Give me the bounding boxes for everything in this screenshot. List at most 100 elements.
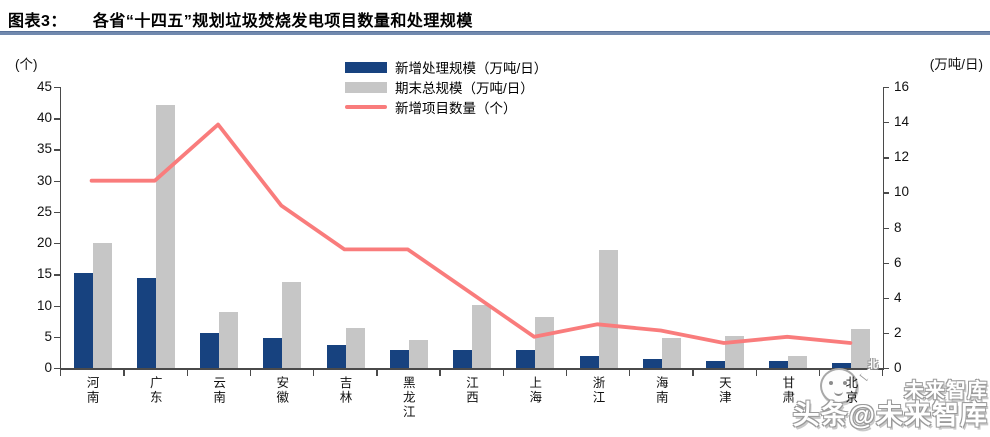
bar-new-capacity [136, 278, 156, 368]
bar-total-capacity [345, 327, 365, 368]
right-axis-tick [883, 157, 889, 159]
x-axis-label: 吉林 [337, 376, 352, 405]
bar-new-capacity [769, 361, 789, 368]
left-axis-tick [54, 305, 60, 307]
x-axis-tick [312, 370, 315, 376]
left-axis-tick-label: 45 [36, 79, 52, 94]
legend: 新增处理规模（万吨/日） 期末总规模（万吨/日） 新增项目数量（个） [345, 57, 547, 117]
bar-new-capacity [705, 361, 725, 368]
bar-total-capacity [788, 355, 808, 368]
left-axis-tick-label: 10 [36, 297, 52, 313]
left-axis-tick [54, 87, 60, 89]
right-axis-tick-label: 2 [894, 324, 902, 340]
title-divider [0, 31, 990, 35]
bar-new-capacity [326, 345, 346, 368]
x-axis-label: 甘肃 [780, 376, 795, 405]
x-axis-tick [60, 370, 62, 376]
left-axis-tick [54, 149, 60, 151]
right-axis-tick-label: 10 [894, 184, 910, 200]
bar-total-capacity [155, 104, 175, 368]
right-axis-tick [883, 192, 889, 194]
x-axis-label: 河南 [84, 376, 99, 405]
x-axis-tick [502, 370, 504, 376]
legend-label: 期末总规模（万吨/日） [395, 81, 534, 96]
bar-new-capacity [263, 338, 283, 368]
right-axis-tick [883, 227, 889, 229]
left-axis-tick [54, 118, 60, 120]
bar-total-capacity [282, 281, 302, 368]
bar-total-capacity [535, 317, 555, 368]
left-axis-unit: (个) [15, 57, 38, 72]
bar-new-capacity [200, 332, 220, 368]
x-axis-label: 上海 [527, 376, 542, 405]
bar-total-capacity [598, 250, 618, 368]
x-axis-label: 安徽 [274, 376, 289, 405]
legend-swatch-red-line [345, 105, 387, 109]
legend-swatch-gray-bar [345, 81, 387, 93]
x-axis-tick [249, 370, 252, 376]
right-axis-tick [883, 332, 889, 335]
legend-swatch-blue-bar [345, 61, 387, 73]
x-axis-tick [755, 370, 757, 376]
x-axis-label: 浙江 [590, 376, 605, 405]
legend-item-new-projects: 新增项目数量（个） [345, 97, 547, 117]
right-axis-tick-label: 0 [894, 360, 902, 375]
right-axis-tick-label: 16 [894, 79, 910, 94]
x-axis-tick [565, 370, 568, 376]
bar-total-capacity [219, 311, 239, 368]
right-axis-tick-label: 8 [894, 219, 902, 235]
bar-new-capacity [516, 350, 536, 368]
left-axis-tick-label: 40 [36, 110, 52, 126]
left-axis-tick [54, 274, 60, 276]
x-axis-label: 北京 [843, 376, 858, 405]
bar-total-capacity [472, 304, 491, 368]
legend-label: 新增项目数量（个） [395, 101, 517, 116]
figure-number: 图表3： [8, 13, 67, 30]
left-axis-tick-label: 25 [36, 203, 52, 219]
plot-area [60, 87, 884, 370]
x-axis-tick [629, 370, 631, 376]
bar-new-capacity [73, 273, 93, 368]
left-axis-tick-label: 5 [44, 328, 52, 344]
right-axis-tick-label: 14 [894, 114, 910, 130]
x-axis-label: 江西 [464, 376, 478, 405]
left-axis-tick [54, 243, 60, 245]
left-axis-tick [54, 211, 60, 214]
right-axis-unit: (万吨/日) [929, 57, 983, 72]
left-axis-tick-label: 35 [36, 141, 52, 157]
right-axis-tick [883, 87, 889, 89]
bar-total-capacity [408, 339, 428, 368]
bar-total-capacity [851, 329, 871, 368]
right-axis-tick [883, 297, 889, 300]
x-axis-tick [123, 370, 125, 376]
page-title: 图表3： 各省“十四五”规划垃圾焚烧发电项目数量和处理规模 [8, 7, 473, 31]
right-axis-tick [883, 122, 889, 124]
x-axis-tick [186, 370, 188, 376]
left-axis-tick [54, 180, 60, 183]
left-axis-tick-label: 15 [36, 266, 52, 282]
left-axis-tick-label: 20 [36, 235, 52, 251]
left-axis-tick-label: 0 [44, 360, 52, 375]
x-axis-label: 海南 [653, 376, 668, 405]
legend-item-total-capacity: 期末总规模（万吨/日） [345, 77, 547, 97]
legend-label: 新增处理规模（万吨/日） [395, 61, 548, 76]
left-axis-tick [54, 336, 60, 339]
x-axis-tick [818, 370, 821, 376]
trend-line-layer [89, 122, 853, 345]
left-axis-tick [54, 368, 60, 370]
bar-new-capacity [642, 359, 662, 368]
watermark-handle: 头条@未来智库 [792, 400, 988, 430]
right-axis-tick-label: 12 [894, 149, 910, 165]
right-axis-tick [883, 262, 889, 264]
right-axis-tick [883, 368, 889, 370]
figure-title: 各省“十四五”规划垃圾焚烧发电项目数量和处理规模 [92, 13, 473, 30]
x-axis-label: 广东 [147, 376, 162, 405]
x-axis-tick [692, 370, 694, 376]
x-axis-tick [882, 370, 884, 376]
left-axis-tick-label: 30 [36, 172, 52, 188]
x-axis-tick [439, 370, 441, 376]
legend-item-new-capacity: 新增处理规模（万吨/日） [345, 57, 547, 77]
right-axis-tick-label: 4 [894, 289, 902, 305]
bar-total-capacity [661, 338, 681, 368]
